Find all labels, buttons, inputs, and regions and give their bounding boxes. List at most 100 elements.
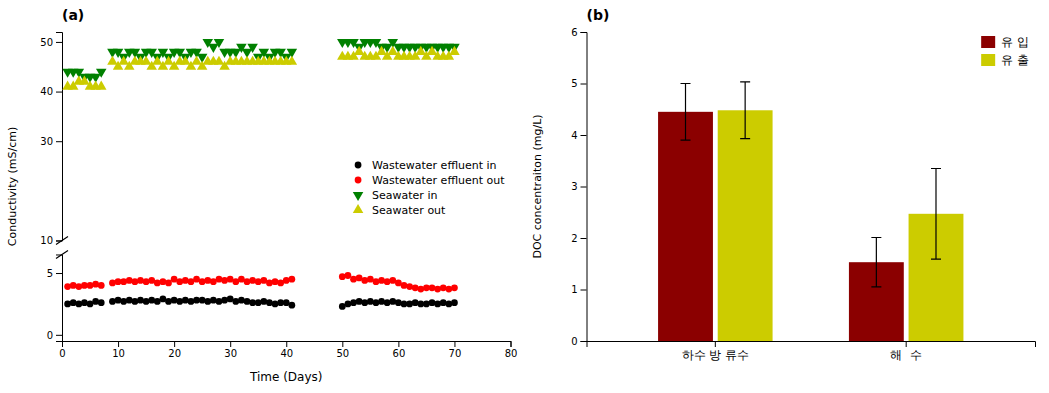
point: [87, 282, 94, 289]
point: [199, 297, 206, 304]
point: [388, 46, 399, 55]
point: [255, 299, 262, 306]
x-tick: 10: [112, 341, 125, 359]
x-tick: 20: [168, 341, 181, 359]
figure: 010203040506070800510304050(a)Time (Days…: [0, 0, 1049, 393]
point: [451, 299, 458, 306]
x-axis-line: [587, 342, 1036, 348]
x-tick: 70: [449, 341, 462, 359]
point: [247, 44, 258, 53]
legend-label: 유 입: [1001, 35, 1029, 49]
point: [354, 46, 365, 55]
point: [115, 297, 122, 304]
y-tick: 5: [571, 78, 586, 89]
point: [350, 299, 357, 306]
point: [107, 56, 118, 65]
x-tick: 40: [280, 341, 293, 359]
point: [180, 56, 191, 65]
y-tick: 10: [40, 235, 62, 246]
y-axis-title: DOC concentraiton (mg/L): [531, 114, 544, 258]
x-axis-title: Time (Days): [249, 370, 323, 384]
point: [378, 298, 385, 305]
point: [367, 298, 374, 305]
point: [232, 298, 239, 305]
y-axis-line: [56, 33, 63, 241]
point: [434, 301, 441, 308]
axis-break: [56, 250, 68, 258]
point: [126, 277, 133, 284]
x-tick-mark: [454, 341, 455, 347]
point: [152, 56, 163, 65]
x-tick-mark: [398, 341, 399, 347]
point: [406, 301, 413, 308]
series: [64, 272, 458, 292]
point: [288, 276, 295, 283]
x-tick-mark: [174, 341, 175, 347]
point: [427, 46, 438, 55]
bar: [718, 110, 773, 341]
x-tick: 30: [224, 341, 237, 359]
legend-symbol: [353, 204, 364, 213]
point: [143, 278, 150, 285]
point: [70, 282, 77, 289]
point: [165, 298, 172, 305]
point: [412, 284, 419, 291]
bar: [658, 112, 713, 341]
legend: Wastewater effluent inWastewater effluen…: [353, 159, 505, 217]
point: [191, 56, 202, 65]
legend-item: Seawater out: [353, 204, 446, 217]
point: [429, 284, 436, 291]
legend-symbol: [355, 177, 362, 184]
point: [283, 277, 290, 284]
point: [350, 276, 357, 283]
point: [287, 56, 298, 65]
y-tick-mark: [56, 335, 62, 336]
y-tick: 30: [40, 136, 62, 147]
series: [64, 296, 458, 310]
y-tick-mark: [581, 135, 587, 136]
point: [126, 297, 133, 304]
y-tick-mark: [56, 42, 62, 43]
point: [120, 298, 127, 305]
error-bar: [740, 82, 750, 139]
x-tick-label: 20: [168, 348, 181, 359]
y-tick: 2: [571, 233, 586, 244]
x-tick-label: 70: [449, 348, 462, 359]
y-tick-label: 3: [571, 181, 577, 192]
y-tick: 3: [571, 181, 586, 192]
y-tick-label: 5: [47, 268, 53, 279]
point: [109, 280, 116, 287]
point: [64, 283, 71, 290]
point: [214, 56, 225, 65]
x-axis: 하수 방 류수해 수: [587, 341, 1036, 362]
point: [165, 280, 172, 287]
point: [361, 299, 368, 306]
legend-label: Wastewater effluent in: [372, 159, 497, 172]
y-tick-label: 2: [571, 233, 577, 244]
point: [154, 280, 161, 287]
x-tick-label: 80: [505, 348, 518, 359]
legend-label: Seawater in: [372, 189, 437, 202]
legend-symbol: [355, 162, 362, 169]
x-tick-label: 30: [224, 348, 237, 359]
y-tick-label: 4: [571, 130, 577, 141]
x-tick-mark: [906, 341, 907, 347]
y-tick: 6: [571, 27, 586, 38]
point: [260, 298, 267, 305]
x-tick: 80: [505, 341, 518, 359]
y-tick: 5: [47, 268, 62, 279]
point: [75, 301, 82, 308]
point: [204, 277, 211, 284]
y-tick-label: 5: [571, 78, 577, 89]
x-axis-line: [63, 342, 512, 348]
y-tick-mark: [581, 32, 587, 33]
panel-title: (b): [587, 7, 610, 23]
point: [98, 282, 105, 289]
point: [373, 299, 380, 306]
point: [445, 301, 452, 308]
point: [118, 56, 129, 65]
error-bar: [871, 237, 881, 286]
point: [75, 283, 82, 290]
y-tick-mark: [56, 273, 62, 274]
point: [163, 56, 174, 65]
